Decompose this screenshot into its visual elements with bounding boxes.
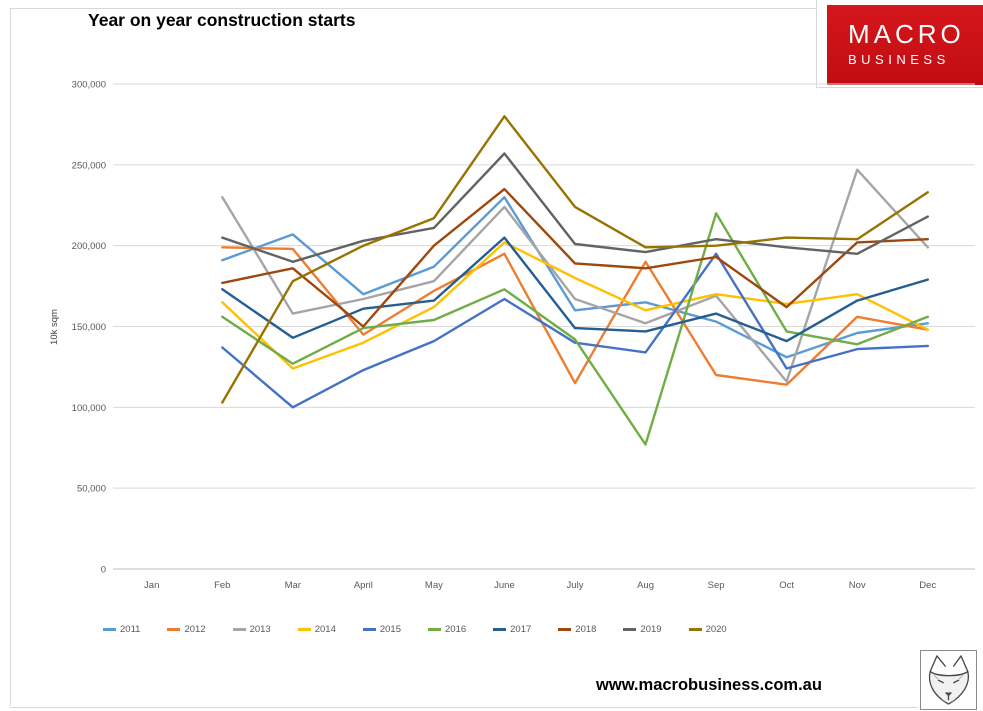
series-line-2019 bbox=[221, 152, 929, 263]
footer-divider bbox=[10, 707, 918, 708]
x-label-Dec: Dec bbox=[919, 580, 936, 591]
x-label-July: July bbox=[567, 580, 584, 591]
legend-item-2019: 2019 bbox=[623, 624, 662, 635]
legend-swatch-2013 bbox=[232, 628, 246, 631]
legend-label-2016: 2016 bbox=[445, 624, 467, 635]
x-label-Mar: Mar bbox=[285, 580, 301, 591]
legend-swatch-2015 bbox=[362, 628, 376, 631]
legend-label-2019: 2019 bbox=[640, 624, 662, 635]
series-line-2012 bbox=[221, 246, 929, 386]
legend-swatch-2020 bbox=[688, 628, 702, 631]
chart-title: Year on year construction starts bbox=[88, 10, 356, 30]
y-axis-title: 10k sqm bbox=[49, 309, 60, 345]
legend-label-2013: 2013 bbox=[249, 624, 271, 635]
logo-divider-vertical bbox=[816, 0, 817, 88]
legend-item-2015: 2015 bbox=[362, 624, 401, 635]
legend-item-2018: 2018 bbox=[558, 624, 596, 635]
y-tick-0: 0 bbox=[101, 565, 106, 576]
footer-url-link[interactable]: www.macrobusiness.com.au bbox=[596, 676, 822, 694]
series-line-2011 bbox=[221, 195, 929, 359]
legend-label-2015: 2015 bbox=[379, 624, 401, 635]
legend-swatch-2019 bbox=[623, 628, 637, 631]
legend-label-2014: 2014 bbox=[314, 624, 336, 635]
legend-item-2013: 2013 bbox=[232, 624, 271, 635]
macrobusiness-logo: MACRO BUSINESS bbox=[827, 5, 983, 85]
x-label-Aug: Aug bbox=[637, 580, 654, 591]
y-tick-200000: 200,000 bbox=[72, 241, 106, 252]
y-tick-50000: 50,000 bbox=[77, 484, 106, 495]
wolf-sketch-icon bbox=[928, 655, 970, 705]
series-line-2018 bbox=[221, 187, 929, 328]
x-label-Feb: Feb bbox=[214, 580, 230, 591]
chart-legend: 2011 2012 2013 2014 2015 2016 2017 2018 2019 2020 bbox=[103, 624, 727, 635]
y-tick-250000: 250,000 bbox=[72, 160, 106, 171]
series-line-2020 bbox=[221, 115, 929, 404]
series-line-2016 bbox=[221, 212, 929, 446]
logo-text-macro: MACRO bbox=[848, 19, 965, 49]
legend-swatch-2011 bbox=[103, 628, 116, 631]
x-label-June: June bbox=[494, 580, 515, 591]
legend-swatch-2012 bbox=[167, 628, 181, 631]
legend-swatch-2018 bbox=[558, 628, 572, 631]
x-label-Oct: Oct bbox=[779, 580, 794, 591]
legend-label-2011: 2011 bbox=[120, 624, 141, 635]
x-label-April: April bbox=[354, 580, 373, 591]
series-line-2017 bbox=[221, 236, 929, 343]
logo-text-business: BUSINESS bbox=[848, 51, 950, 67]
series-line-2014 bbox=[221, 241, 929, 370]
legend-label-2018: 2018 bbox=[575, 624, 597, 635]
x-label-Nov: Nov bbox=[849, 580, 866, 591]
legend-item-2011: 2011 bbox=[103, 624, 140, 635]
legend-label-2020: 2020 bbox=[705, 624, 727, 635]
legend-swatch-2014 bbox=[297, 628, 311, 631]
panel-border-top bbox=[10, 8, 816, 9]
legend-item-2012: 2012 bbox=[167, 624, 206, 635]
legend-label-2017: 2017 bbox=[510, 624, 532, 635]
legend-item-2017: 2017 bbox=[493, 624, 531, 635]
y-tick-150000: 150,000 bbox=[72, 322, 106, 333]
series-line-2013 bbox=[221, 168, 929, 383]
legend-label-2012: 2012 bbox=[184, 624, 206, 635]
legend-swatch-2017 bbox=[493, 628, 507, 631]
legend-item-2020: 2020 bbox=[688, 624, 727, 635]
legend-item-2016: 2016 bbox=[428, 624, 466, 635]
x-label-Jan: Jan bbox=[144, 580, 159, 591]
series-line-2015 bbox=[221, 252, 929, 409]
y-tick-300000: 300,000 bbox=[72, 80, 106, 91]
legend-item-2014: 2014 bbox=[297, 624, 336, 635]
wolf-logo bbox=[920, 650, 977, 710]
y-tick-100000: 100,000 bbox=[72, 403, 106, 414]
logo-divider-horizontal bbox=[816, 87, 983, 88]
x-label-Sep: Sep bbox=[708, 580, 725, 591]
x-label-May: May bbox=[425, 580, 443, 591]
panel-border-left bbox=[10, 8, 11, 706]
legend-swatch-2016 bbox=[428, 628, 441, 631]
